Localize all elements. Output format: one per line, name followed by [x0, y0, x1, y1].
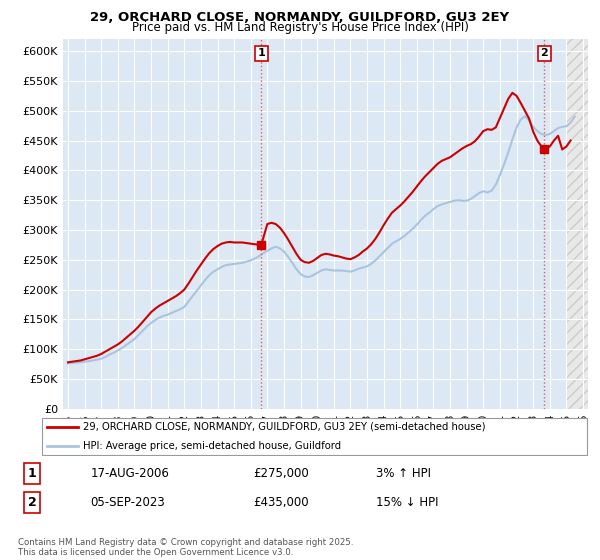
Text: £435,000: £435,000 [253, 496, 309, 509]
Text: 1: 1 [28, 467, 37, 480]
Text: 05-SEP-2023: 05-SEP-2023 [91, 496, 165, 509]
Text: 3% ↑ HPI: 3% ↑ HPI [376, 467, 431, 480]
Text: HPI: Average price, semi-detached house, Guildford: HPI: Average price, semi-detached house,… [83, 441, 341, 450]
Text: 2: 2 [541, 48, 548, 58]
Text: 1: 1 [257, 48, 265, 58]
FancyBboxPatch shape [42, 418, 587, 455]
Text: 17-AUG-2006: 17-AUG-2006 [91, 467, 169, 480]
Text: £275,000: £275,000 [253, 467, 309, 480]
Text: 15% ↓ HPI: 15% ↓ HPI [376, 496, 438, 509]
Text: 29, ORCHARD CLOSE, NORMANDY, GUILDFORD, GU3 2EY (semi-detached house): 29, ORCHARD CLOSE, NORMANDY, GUILDFORD, … [83, 422, 485, 432]
Text: 29, ORCHARD CLOSE, NORMANDY, GUILDFORD, GU3 2EY: 29, ORCHARD CLOSE, NORMANDY, GUILDFORD, … [91, 11, 509, 24]
Bar [566, 39, 588, 409]
Text: Contains HM Land Registry data © Crown copyright and database right 2025.
This d: Contains HM Land Registry data © Crown c… [18, 538, 353, 557]
Text: 2: 2 [28, 496, 37, 509]
Text: Price paid vs. HM Land Registry's House Price Index (HPI): Price paid vs. HM Land Registry's House … [131, 21, 469, 34]
